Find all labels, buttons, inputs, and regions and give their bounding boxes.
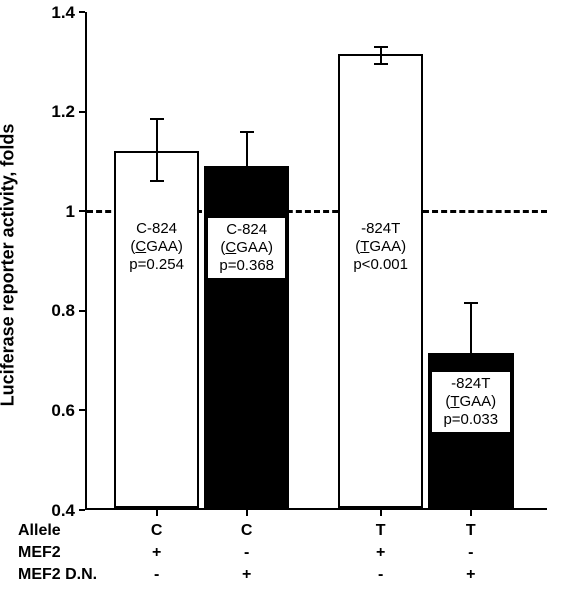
bar-annotation-pval: p<0.001 (353, 256, 408, 273)
y-tick-label: 0.4 (51, 501, 75, 521)
x-tick (470, 510, 472, 516)
y-axis (85, 12, 87, 510)
bar-annotation-line: -824T (451, 375, 490, 392)
y-tick (79, 210, 85, 212)
row-header: MEF2 (18, 544, 61, 562)
bar (338, 54, 423, 508)
y-tick (79, 409, 85, 411)
bar-annotation-pval: p=0.368 (219, 257, 274, 274)
bar-annotation-line: -824T (361, 220, 400, 237)
error-cap (150, 180, 164, 182)
bar-annotation-codon: (TGAA) (445, 393, 496, 410)
row-cell: + (137, 544, 177, 562)
row-cell: - (137, 566, 177, 584)
y-tick (79, 111, 85, 113)
row-cell: C (227, 522, 267, 540)
y-tick (79, 509, 85, 511)
bar-annotation: C-824(CGAA)p=0.368 (207, 217, 286, 279)
y-tick-label: 1 (66, 202, 75, 222)
bar-annotation-codon: (TGAA) (355, 238, 406, 255)
row-cell: - (451, 544, 491, 562)
error-cap (150, 118, 164, 120)
error-bar (156, 119, 158, 181)
error-cap (464, 302, 478, 304)
bar-annotation-codon: (CGAA) (220, 239, 273, 256)
bar-annotation: C-824(CGAA)p=0.254 (117, 217, 196, 277)
x-tick (246, 510, 248, 516)
error-bar (470, 303, 472, 353)
row-cell: + (227, 566, 267, 584)
row-cell: - (361, 566, 401, 584)
row-cell: + (361, 544, 401, 562)
y-axis-title: Luciferase reporter activity, folds (0, 124, 19, 407)
row-header: MEF2 D.N. (18, 566, 97, 584)
bar-annotation: -824T(TGAA)p=0.033 (431, 371, 510, 433)
row-cell: T (451, 522, 491, 540)
x-tick (380, 510, 382, 516)
bar-annotation-pval: p=0.254 (129, 256, 184, 273)
error-cap (374, 63, 388, 65)
y-tick-label: 1.2 (51, 102, 75, 122)
bar-annotation-line: C-824 (226, 221, 267, 238)
error-cap (374, 46, 388, 48)
y-tick (79, 11, 85, 13)
row-cell: + (451, 566, 491, 584)
error-bar (246, 132, 248, 167)
error-bar (380, 47, 382, 64)
x-axis (85, 508, 547, 510)
x-tick (156, 510, 158, 516)
y-tick-label: 0.8 (51, 301, 75, 321)
bar-annotation-line: C-824 (136, 220, 177, 237)
plot-area: C-824(CGAA)p=0.254C-824(CGAA)p=0.368-824… (85, 12, 547, 510)
y-tick-label: 0.6 (51, 401, 75, 421)
bar-annotation: -824T(TGAA)p<0.001 (341, 217, 420, 277)
row-cell: C (137, 522, 177, 540)
y-tick (79, 310, 85, 312)
bar-annotation-codon: (CGAA) (130, 238, 183, 255)
row-cell: T (361, 522, 401, 540)
row-header: Allele (18, 522, 61, 540)
bar (114, 151, 199, 508)
bar-annotation-pval: p=0.033 (443, 411, 498, 428)
bar-chart: Luciferase reporter activity, folds C-82… (0, 0, 568, 599)
row-cell: - (227, 544, 267, 562)
y-tick-label: 1.4 (51, 3, 75, 23)
error-cap (240, 131, 254, 133)
